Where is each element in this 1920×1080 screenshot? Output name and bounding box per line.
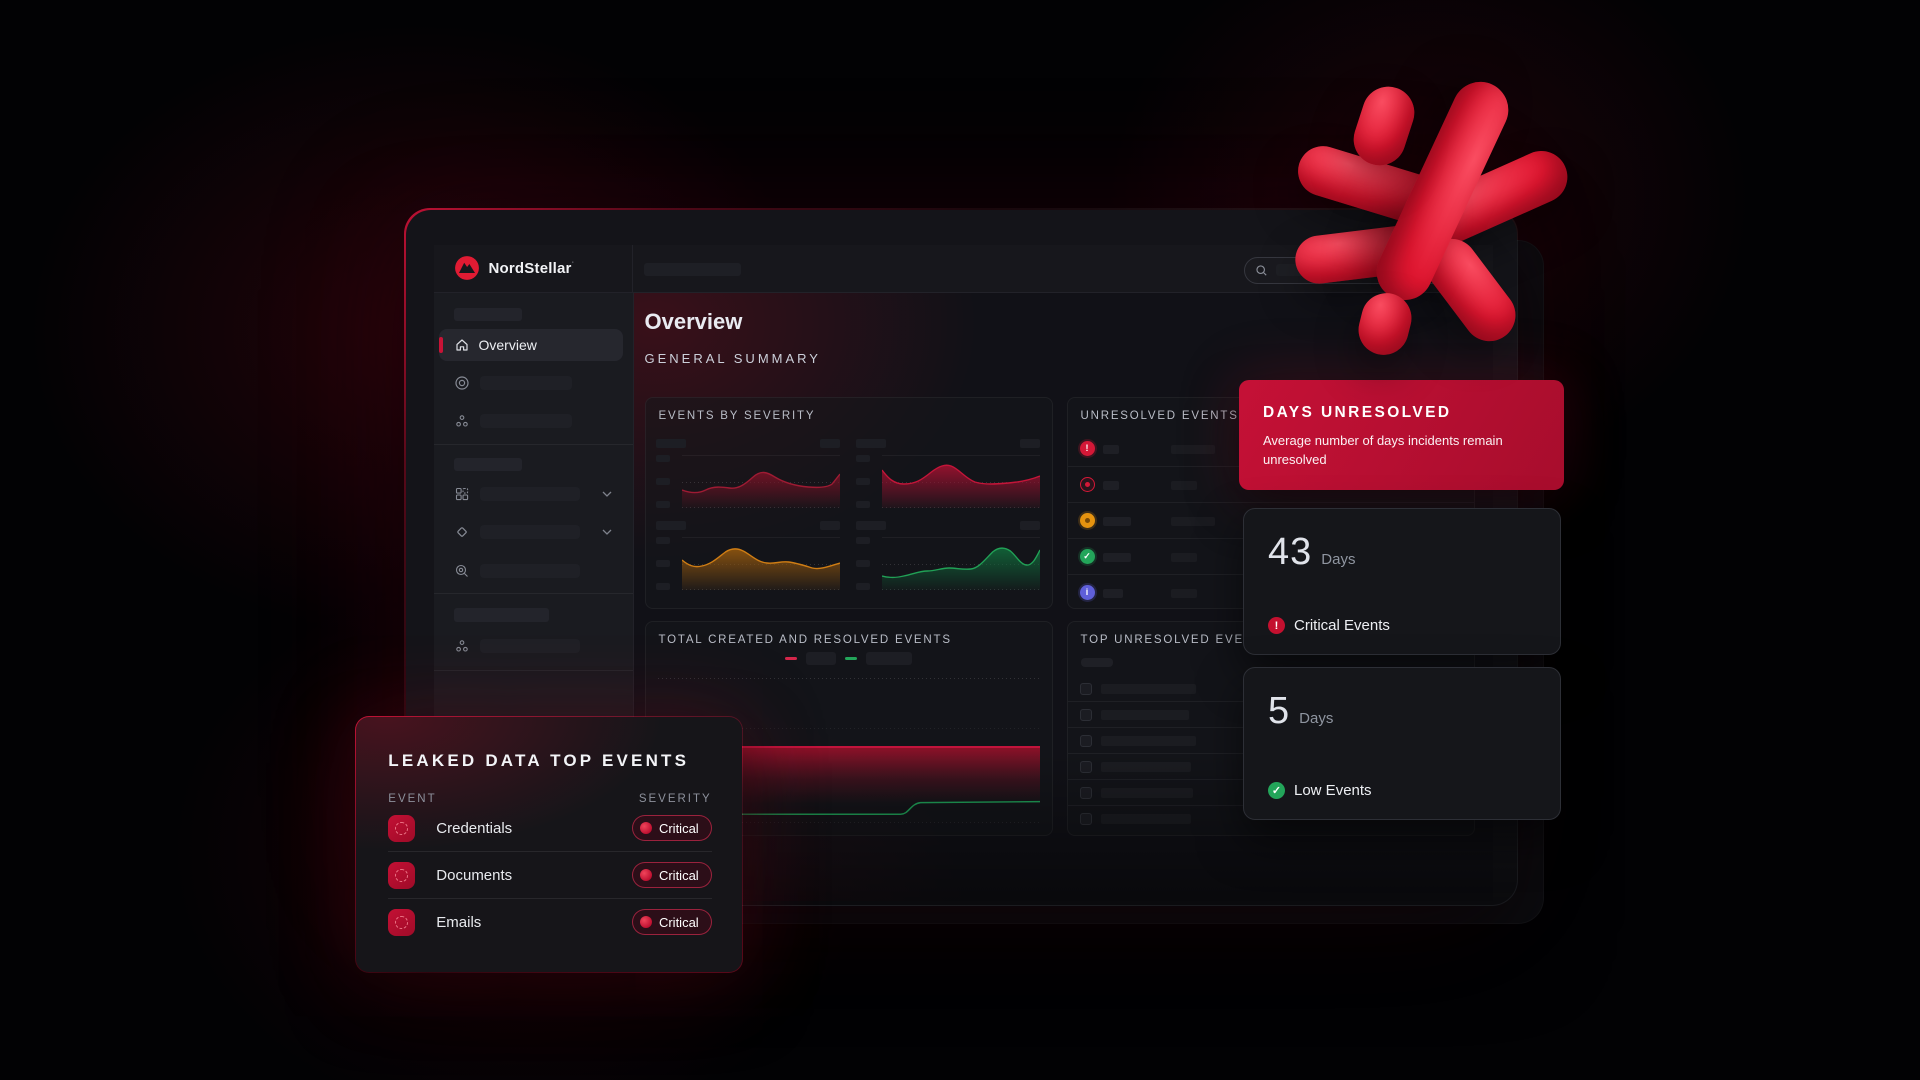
sidebar-divider [433,669,633,671]
unresolved-row-high [1067,467,1474,503]
days-unresolved-callout: DAYS UNRESOLVED Average number of days i… [1239,380,1564,490]
leaked-data-card: LEAKED DATA TOP EVENTS EVENT SEVERITY Cr… [355,716,743,973]
event-label: Emails [436,913,482,931]
mini-chart-critical [655,438,844,517]
leaked-card-title: LEAKED DATA TOP EVENTS [388,751,690,771]
nordstellar-logo-icon [454,256,479,280]
low-badge-icon: ✓ [1079,548,1095,564]
resolved-line-series [657,800,1040,815]
leak-type-icon [388,814,416,842]
active-indicator [438,336,443,353]
panel-title: TOTAL CREATED AND RESOLVED EVENTS [658,633,952,646]
stat-value: 43 [1268,531,1313,573]
column-header-event: EVENT [388,793,437,806]
search-domain-icon [455,564,468,577]
sidebar-item-placeholder[interactable] [454,413,572,429]
cluster-dots-icon [455,639,468,652]
brand-logo[interactable]: NordStellar˙ [434,244,633,292]
search-input[interactable] [1243,256,1459,284]
severity-badge: Critical [631,815,712,842]
event-label: Credentials [436,819,513,837]
low-badge-icon: ✓ [1268,782,1285,799]
stat-card-low-days: 5 Days ✓ Low Events [1243,667,1561,820]
cluster-dots-icon [455,414,468,427]
sidebar-divider [433,443,633,445]
target-icon [454,375,469,390]
sidebar-item-placeholder[interactable] [454,638,580,654]
severity-badge: Critical [631,862,712,889]
leak-type-icon [388,908,416,936]
filter-placeholder [1080,657,1113,667]
grid-icon [455,487,468,500]
search-placeholder-bar [1275,264,1330,276]
chevron-down-icon[interactable] [602,529,612,535]
critical-badge-icon: ! [1268,617,1285,634]
sidebar-item-label: Overview [478,336,537,353]
panel-title: EVENTS BY SEVERITY [658,409,816,422]
sidebar-section-label [453,607,549,622]
high-badge-icon [1079,476,1095,492]
chart-legend [646,651,1052,665]
label-placeholder-bar [479,563,580,578]
mini-chart-low [855,520,1044,599]
sidebar-divider [433,592,633,594]
stat-label: Low Events [1294,782,1372,799]
diamond-icon [456,526,467,537]
sidebar-section-label [453,457,522,471]
page-title: Overview [644,308,743,334]
stat-card-critical-days: 43 Days ! Critical Events [1243,508,1561,655]
stat-unit: Days [1321,551,1356,568]
label-placeholder-bar [479,413,572,428]
sidebar-item-placeholder[interactable] [454,524,580,540]
section-heading: GENERAL SUMMARY [644,350,821,366]
callout-description: Average number of days incidents remain … [1263,433,1503,467]
panel-title: UNRESOLVED EVENTS [1080,409,1239,422]
search-icon [1255,264,1267,276]
unresolved-row-info: i [1068,575,1474,611]
brand-name: NordStellar˙ [488,259,575,277]
legend-resolved-swatch [845,656,857,660]
critical-dot-icon [639,869,652,882]
label-placeholder-bar [479,638,580,653]
panel-events-by-severity: EVENTS BY SEVERITY [644,396,1053,609]
sidebar-item-placeholder[interactable] [454,486,580,502]
panel-title: TOP UNRESOLVED EVENTS [1080,633,1273,646]
home-icon [455,338,468,351]
callout-title: DAYS UNRESOLVED [1263,404,1452,421]
mini-chart-medium [655,520,844,599]
asterisk-dot [1346,79,1422,173]
critical-dot-icon [639,822,652,835]
label-placeholder-bar [479,524,580,539]
legend-created-swatch [785,656,797,660]
info-badge-icon: i [1079,584,1095,600]
sidebar-section-label [453,307,522,321]
severity-badge: Critical [631,909,712,936]
sidebar-item-placeholder[interactable] [454,563,580,579]
critical-badge-icon: ! [1079,440,1095,456]
sidebar-item-placeholder[interactable] [454,375,572,391]
app-header: NordStellar˙ [433,244,1493,293]
table-row-emails[interactable]: Emails Critical [388,898,712,945]
critical-dot-icon [639,916,652,929]
stat-unit: Days [1299,710,1334,727]
event-label: Documents [436,866,513,884]
column-header-severity: SEVERITY [638,793,712,806]
chevron-down-icon[interactable] [602,491,612,497]
leak-type-icon [388,861,416,889]
table-row-credentials[interactable]: Credentials Critical [388,805,712,851]
medium-badge-icon [1079,512,1095,528]
breadcrumb-placeholder [643,262,741,276]
mini-chart-high [855,438,1044,517]
sidebar-item-overview[interactable]: Overview [438,328,623,361]
label-placeholder-bar [479,486,580,501]
label-placeholder-bar [479,375,572,390]
stat-label: Critical Events [1294,617,1390,634]
table-row-documents[interactable]: Documents Critical [388,851,712,898]
stat-value: 5 [1268,690,1291,732]
